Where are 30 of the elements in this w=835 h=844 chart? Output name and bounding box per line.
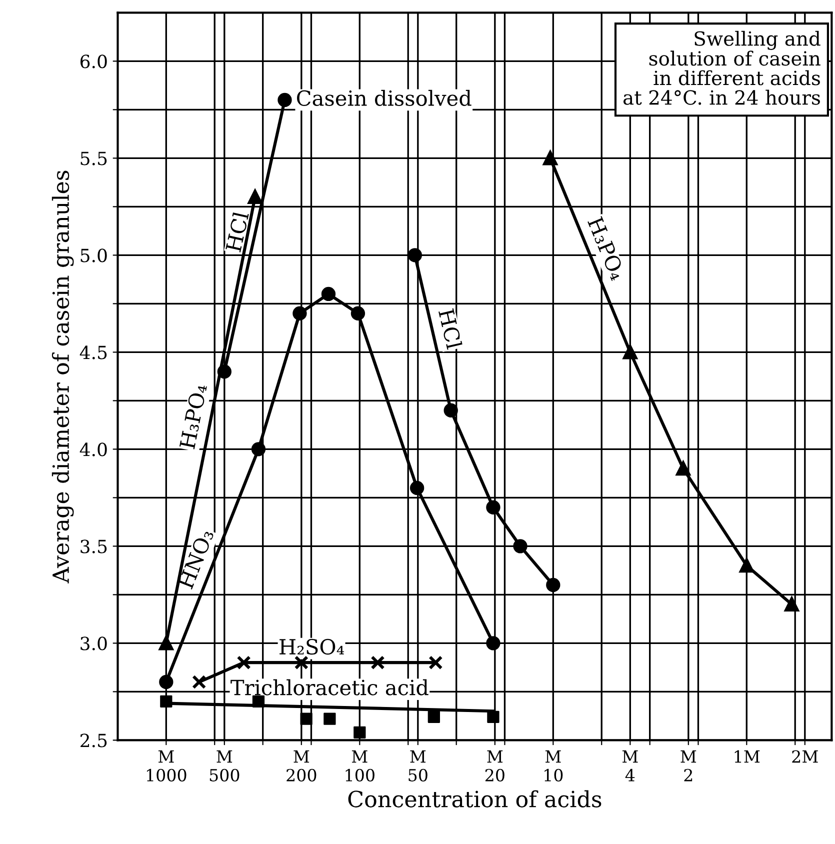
x-tick-label: M 500	[210, 750, 240, 782]
y-tick-label: 5.0	[80, 248, 107, 262]
y-tick-label: 4.0	[80, 442, 107, 456]
x-tick-label: M 100	[346, 750, 374, 782]
x-tick-label: 2M	[792, 750, 818, 763]
x-tick-label: M 2	[680, 750, 696, 782]
series-label: Trichloracetic acid	[230, 679, 428, 696]
text: HCl	[224, 210, 250, 252]
y-tick-label: 2.5	[80, 734, 107, 748]
y-tick-label: 4.5	[80, 346, 107, 360]
text: HNO₃	[177, 528, 214, 590]
x-tick-label: M 20	[485, 750, 504, 782]
text: H₃PO₄	[179, 383, 208, 450]
y-tick-label: 3.0	[80, 636, 107, 650]
x-tick-label: M 1000	[146, 750, 186, 782]
y-tick-label: 6.0	[80, 54, 107, 68]
x-tick-label: M 200	[286, 750, 316, 782]
annotation: Casein dissolved	[297, 90, 472, 106]
x-tick-label: M 4	[622, 750, 638, 782]
y-tick-label: 5.5	[80, 152, 107, 166]
text: H₃PO₄	[587, 216, 626, 282]
text: Swelling and solution of casein in different acids at 24°C. in 24 hours	[623, 30, 820, 105]
x-tick-label: 1M	[734, 750, 760, 763]
x-axis-title: Concentration of acids	[348, 790, 602, 808]
y-axis-title: Average diameter of casein granules	[52, 170, 74, 584]
series-label: H₂SO₄	[280, 638, 344, 655]
x-tick-label: M 50	[408, 750, 428, 782]
x-tick-label: M 10	[544, 750, 563, 782]
y-tick-label: 3.5	[80, 540, 107, 554]
text: HCl	[438, 308, 463, 350]
